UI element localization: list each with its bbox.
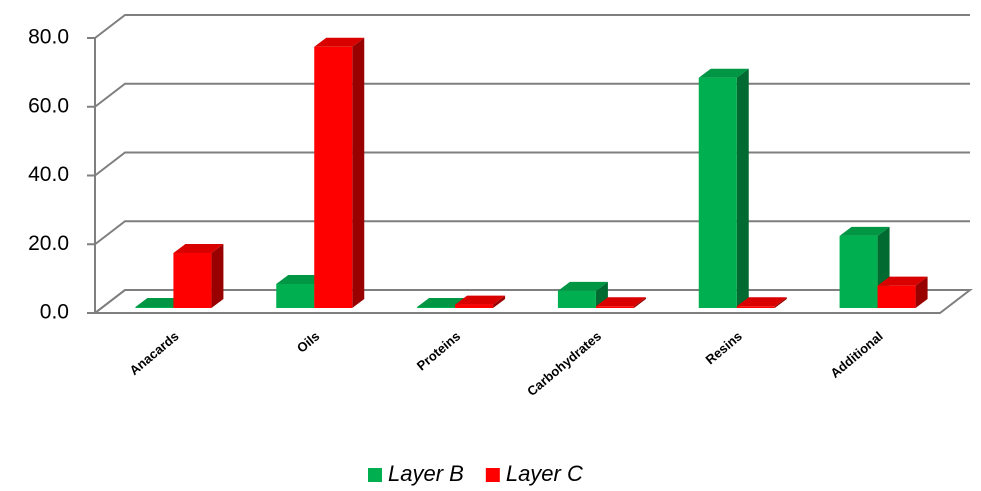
bar-front: [276, 283, 315, 308]
bar: [314, 37, 365, 308]
bar-top: [839, 226, 890, 236]
bar-top: [276, 274, 327, 284]
bar-side: [736, 68, 749, 308]
y-tick-label: 20.0: [28, 232, 69, 255]
bar: [736, 297, 787, 308]
y-tick-label: 40.0: [28, 163, 69, 186]
bar-top: [135, 297, 186, 307]
bar-front: [698, 77, 737, 308]
bar-side: [352, 37, 365, 308]
bar: [877, 276, 928, 308]
bar-top: [877, 276, 928, 286]
bar: [455, 295, 506, 308]
bar-front: [877, 285, 916, 308]
grid-line: [94, 82, 970, 108]
x-tick-label: Oils: [294, 328, 322, 355]
bar-front: [135, 306, 174, 308]
bar-side: [633, 297, 646, 308]
y-tick-label: 80.0: [28, 26, 69, 49]
bar-front: [314, 46, 353, 308]
bar-top: [417, 297, 468, 307]
legend-label: Layer B: [388, 461, 464, 486]
bar-front: [736, 306, 775, 308]
bar-side: [774, 297, 787, 308]
bar-top: [455, 295, 506, 305]
bar-top: [698, 68, 749, 78]
bar-top: [557, 281, 608, 291]
bar: [595, 297, 646, 308]
legend-swatch: [368, 468, 382, 482]
y-tick-label: 60.0: [28, 94, 69, 117]
bar-top: [173, 244, 224, 253]
floor: [92, 289, 973, 314]
bar-front: [417, 306, 456, 308]
x-tick-label: Carbohydrates: [524, 328, 604, 398]
grid-line: [94, 151, 970, 177]
bar-front: [839, 235, 878, 308]
bar-side: [915, 276, 928, 308]
bar-front: [455, 304, 494, 308]
x-tick-label: Additional: [827, 328, 885, 380]
bar-side: [493, 295, 506, 308]
bar-front: [595, 306, 634, 308]
x-tick-label: Proteins: [414, 328, 463, 373]
bar: [698, 68, 749, 308]
bar-top: [314, 37, 365, 47]
bar-front: [557, 290, 596, 308]
bar-front: [173, 253, 212, 308]
bar-top: [595, 297, 646, 307]
bar-side: [211, 244, 224, 308]
bar-side: [595, 281, 608, 308]
bar-top: [736, 297, 787, 307]
y-tick-label: 0.0: [40, 301, 69, 324]
grid-line: [94, 220, 970, 246]
grid-line: [94, 289, 970, 314]
legend-swatch: [485, 468, 500, 482]
legend-label: Layer C: [506, 461, 583, 486]
grid-line: [94, 14, 970, 39]
x-tick-label: Resins: [703, 328, 745, 367]
bar: [557, 281, 608, 308]
x-tick-label: Anacards: [127, 328, 182, 378]
bar: [173, 244, 224, 308]
